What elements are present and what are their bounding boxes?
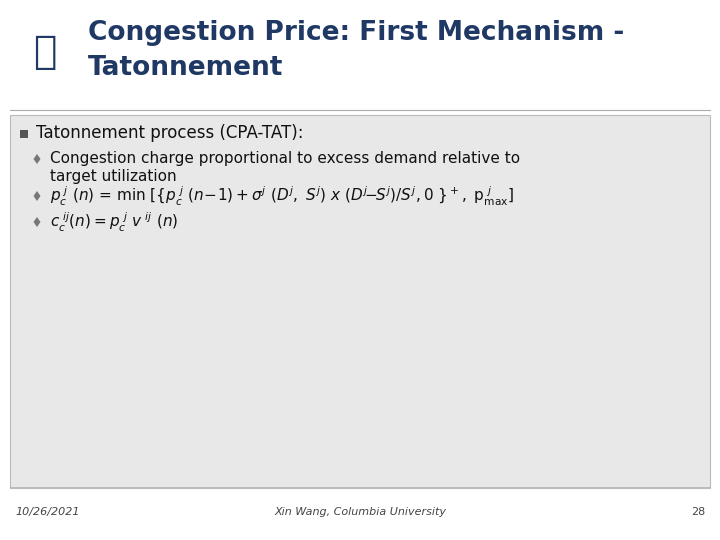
Text: Congestion charge proportional to excess demand relative to: Congestion charge proportional to excess…	[50, 152, 520, 166]
Polygon shape	[34, 217, 40, 227]
Text: target utilization: target utilization	[50, 168, 176, 184]
Polygon shape	[34, 154, 40, 164]
FancyBboxPatch shape	[10, 115, 710, 488]
Text: Congestion Price: First Mechanism -: Congestion Price: First Mechanism -	[88, 20, 624, 46]
Text: 10/26/2021: 10/26/2021	[15, 507, 79, 517]
Polygon shape	[34, 191, 40, 201]
Text: Tatonnement: Tatonnement	[88, 55, 284, 81]
Text: ⛨: ⛨	[33, 33, 57, 71]
Text: $c_c^{\ ij}(n) = p_c^{\ j}\ v^{\ ij}\ (n)$: $c_c^{\ ij}(n) = p_c^{\ j}\ v^{\ ij}\ (n…	[50, 211, 179, 234]
Text: Tatonnement process (CPA-TAT):: Tatonnement process (CPA-TAT):	[36, 124, 304, 142]
Text: Xin Wang, Columbia University: Xin Wang, Columbia University	[274, 507, 446, 517]
Text: $p_c^{\ j}\ (n)$ = min $[\{p_c^{\ j}\ (n\!-\!1) + \sigma^j\ (D^j,\ S^j)\ x\ (D^j: $p_c^{\ j}\ (n)$ = min $[\{p_c^{\ j}\ (n…	[50, 184, 514, 207]
Bar	[20, 130, 28, 138]
FancyBboxPatch shape	[0, 0, 720, 110]
Text: 28: 28	[690, 507, 705, 517]
